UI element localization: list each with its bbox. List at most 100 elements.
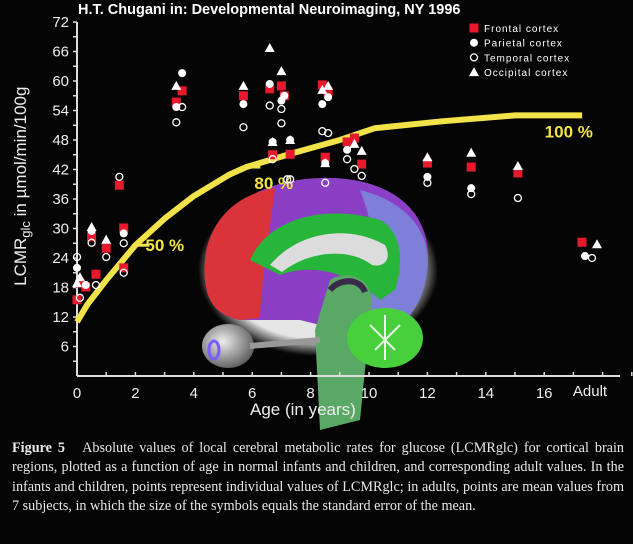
- occipital-cortex-point: [320, 158, 331, 168]
- y-label-main: LCMR: [10, 237, 30, 286]
- frontal-cortex-point: [342, 137, 352, 147]
- temporal-cortex-point: [286, 175, 295, 184]
- x-tick-label: 4: [190, 385, 198, 402]
- x-tick-label-adult: Adult: [573, 383, 608, 400]
- occipital-cortex-point: [264, 43, 275, 53]
- temporal-cortex-point: [357, 171, 366, 181]
- temporal-cortex-point: [239, 123, 248, 132]
- parietal-cortex-point: [178, 69, 187, 78]
- frontal-cortex-point: [513, 168, 523, 178]
- x-tick-label: 8: [306, 385, 314, 402]
- legend-marker: [469, 53, 479, 62]
- occipital-cortex-point: [422, 152, 433, 162]
- parietal-cortex-adult-point: [581, 252, 589, 261]
- temporal-cortex-point: [87, 238, 96, 247]
- frontal-cortex-point: [357, 159, 367, 169]
- temporal-cortex-point: [513, 193, 523, 203]
- x-tick-label: 2: [131, 385, 139, 402]
- chart-title: H.T. Chugani in: Developmental Neuroimag…: [78, 2, 461, 18]
- parietal-cortex-point: [324, 93, 333, 102]
- temporal-cortex-point: [342, 155, 352, 164]
- y-tick-label: 6: [61, 339, 69, 356]
- frontal-cortex-point: [171, 97, 181, 107]
- y-tick-label: 66: [52, 44, 69, 61]
- y-label-rest: in µmol/min/100g: [10, 86, 30, 222]
- frontal-cortex-point: [285, 149, 295, 159]
- y-axis-label: LCMRglc in µmol/min/100g: [11, 66, 33, 306]
- caption-text: Absolute values of local cerebral metabo…: [12, 440, 625, 514]
- y-tick-label: 48: [52, 132, 69, 149]
- parietal-cortex-point: [119, 229, 128, 238]
- x-tick-label: 0: [73, 385, 81, 402]
- occipital-cortex-adult-point: [592, 239, 602, 249]
- x-tick-label: 12: [419, 385, 436, 402]
- frontal-cortex-point: [265, 84, 275, 94]
- occipital-cortex-point: [74, 272, 85, 282]
- temporal-cortex-point: [277, 104, 286, 114]
- legend-label: Occipital cortex: [484, 68, 568, 79]
- y-tick-label: 72: [52, 14, 69, 31]
- occipital-cortex-point: [72, 278, 82, 288]
- temporal-cortex-point: [265, 101, 274, 110]
- parietal-cortex-point: [423, 172, 432, 181]
- y-tick-label: 18: [52, 280, 69, 297]
- temporal-cortex-point: [467, 189, 476, 199]
- temporal-cortex-point: [177, 102, 187, 112]
- occipital-cortex-point: [86, 222, 97, 232]
- frontal-cortex-point: [238, 91, 248, 101]
- temporal-cortex-point: [277, 119, 286, 128]
- parietal-cortex-point: [172, 103, 181, 112]
- occipital-cortex-point: [276, 66, 287, 76]
- temporal-cortex-point: [119, 268, 128, 277]
- parietal-cortex-point: [318, 100, 327, 109]
- y-tick-label: 36: [52, 191, 69, 208]
- occipital-cortex-point: [267, 136, 278, 146]
- legend-label: Temporal cortex: [484, 53, 570, 64]
- frontal-cortex-point: [91, 269, 101, 279]
- y-tick-label: 54: [52, 103, 69, 120]
- temporal-cortex-point: [321, 178, 330, 187]
- y-tick-label: 60: [52, 73, 69, 90]
- legend-label: Frontal cortex: [484, 24, 559, 35]
- y-tick-label: 42: [52, 162, 69, 179]
- parietal-cortex-point: [343, 145, 352, 154]
- frontal-cortex-adult-point: [577, 237, 587, 247]
- parietal-cortex-point: [280, 91, 289, 100]
- percent-annotation: 100 %: [545, 122, 593, 141]
- occipital-cortex-point: [349, 138, 360, 148]
- temporal-cortex-adult-point: [587, 253, 597, 263]
- temporal-cortex-point: [119, 239, 128, 248]
- occipital-cortex-point: [101, 234, 112, 244]
- frontal-cortex-point: [119, 223, 129, 233]
- frontal-cortex-point: [276, 81, 286, 91]
- frontal-cortex-point: [177, 86, 187, 96]
- legend-marker: [469, 67, 479, 77]
- temporal-cortex-point: [268, 155, 277, 164]
- brain-image: [198, 177, 438, 430]
- x-tick-label: 16: [536, 385, 553, 402]
- parietal-cortex-point: [73, 263, 81, 272]
- temporal-cortex-point: [172, 118, 181, 127]
- temporal-cortex-point: [115, 172, 124, 182]
- occipital-cortex-point: [323, 80, 334, 90]
- occipital-cortex-point: [512, 161, 523, 171]
- temporal-cortex-point: [423, 178, 432, 187]
- temporal-cortex-point: [350, 164, 359, 174]
- reference-curve-line: [74, 112, 583, 324]
- parietal-cortex-point: [239, 100, 248, 109]
- parietal-cortex-point: [81, 281, 90, 290]
- y-label-sub: glc: [18, 221, 34, 238]
- legend: Frontal cortex Parietal cortex Temporal co…: [469, 23, 570, 79]
- frontal-cortex-point: [119, 263, 129, 273]
- figure-label: Figure 5: [12, 440, 65, 456]
- frontal-cortex-point: [349, 133, 359, 143]
- frontal-cortex-point: [320, 152, 330, 162]
- temporal-cortex-point: [75, 293, 85, 302]
- x-axis-label: Age (in years): [250, 400, 356, 419]
- legend-label: Parietal cortex: [484, 39, 563, 50]
- temporal-cortex-point: [91, 280, 101, 290]
- legend-marker: [470, 38, 478, 47]
- occipital-cortex-point: [317, 84, 328, 94]
